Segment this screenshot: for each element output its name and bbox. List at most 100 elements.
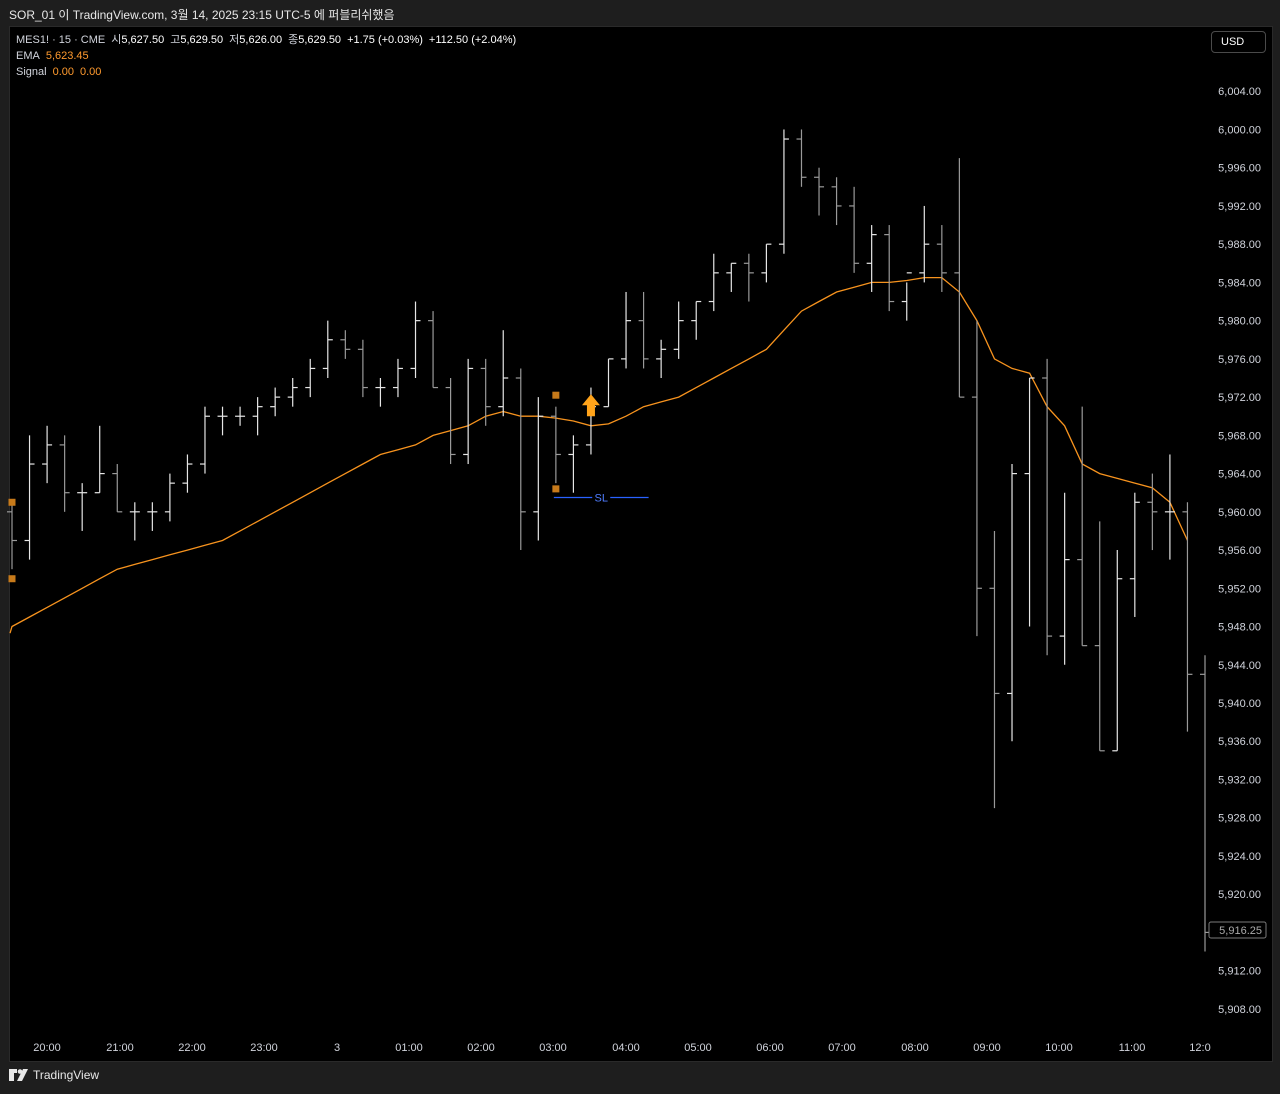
y-tick-label: 6,000.00 xyxy=(1218,124,1261,136)
symbol-label[interactable]: MES1! · 15 · CME xyxy=(16,34,106,46)
ohlc-bar xyxy=(1007,464,1018,742)
ohlc-bar xyxy=(480,358,491,426)
arrow-up-icon xyxy=(581,394,600,417)
ohlc-bar xyxy=(1112,550,1123,752)
y-tick-label: 5,984.00 xyxy=(1218,277,1261,289)
y-tick-label: 5,956.00 xyxy=(1218,545,1261,557)
ohlc-bar xyxy=(217,406,228,436)
x-tick-label: 10:00 xyxy=(1045,1042,1073,1054)
x-tick-label: 21:00 xyxy=(106,1042,134,1054)
ohlc-bar xyxy=(305,358,316,398)
x-tick-label: 07:00 xyxy=(828,1042,856,1054)
ohlc-bar xyxy=(1059,492,1070,665)
ohlc-bar xyxy=(533,397,544,541)
ohlc-bar xyxy=(1182,502,1193,732)
signal-label[interactable]: Signal xyxy=(16,66,47,78)
ohlc-bar xyxy=(94,425,105,494)
low-label: 저 xyxy=(229,34,240,46)
x-tick-label: 08:00 xyxy=(901,1042,929,1054)
ohlc-bar xyxy=(638,291,649,369)
y-tick-label: 5,988.00 xyxy=(1218,239,1261,251)
tradingview-logo-icon xyxy=(9,1069,28,1081)
change-value: +1.75 (+0.03%) xyxy=(347,34,423,46)
ohlc-bar xyxy=(322,320,333,378)
x-tick-label: 11:00 xyxy=(1119,1042,1146,1054)
ohlc-bar xyxy=(445,378,456,465)
close-label: 종 xyxy=(288,34,299,46)
y-tick-label: 5,996.00 xyxy=(1218,163,1261,175)
ohlc-bar xyxy=(831,177,842,226)
brand-label: TradingView xyxy=(33,1068,100,1082)
x-tick-label: 02:00 xyxy=(467,1042,495,1054)
ohlc-bar xyxy=(673,301,684,359)
currency-button[interactable]: USD xyxy=(1211,31,1266,53)
ohlc-bar xyxy=(1024,377,1035,627)
ohlc-bar xyxy=(568,435,579,493)
y-tick-label: 5,936.00 xyxy=(1218,736,1261,748)
open-label: 시 xyxy=(111,34,122,46)
ohlc-bar xyxy=(814,167,825,216)
ohlc-bar xyxy=(270,387,281,417)
ohlc-bar xyxy=(59,435,70,512)
ohlc-bar xyxy=(252,397,263,436)
sl-label: SL xyxy=(594,492,607,504)
ohlc-bar xyxy=(515,368,526,551)
ohlc-bar xyxy=(761,243,772,283)
ema-label[interactable]: EMA xyxy=(16,50,40,62)
high-value: 5,629.50 xyxy=(180,34,224,46)
ohlc-bar xyxy=(112,464,123,513)
ohlc-bar xyxy=(708,253,719,312)
ohlc-bar xyxy=(901,272,912,321)
last-price-box xyxy=(1208,921,1267,939)
ohlc-bar xyxy=(1077,406,1088,647)
footer-brand[interactable]: TradingView xyxy=(9,1068,99,1082)
x-tick-label: 23:00 xyxy=(250,1042,278,1054)
ohlc-bar xyxy=(1094,521,1105,752)
ohlc-bar xyxy=(1164,454,1175,560)
x-tick-label: 03:00 xyxy=(539,1042,567,1054)
publish-title: SOR_01 이 TradingView.com, 3월 14, 2025 23… xyxy=(9,8,395,22)
x-tick-label: 06:00 xyxy=(756,1042,784,1054)
ohlc-bar xyxy=(235,406,246,426)
signal-marker xyxy=(552,391,560,399)
x-tick-label: 09:00 xyxy=(973,1042,1001,1054)
ohlc-bar xyxy=(199,406,210,474)
high-label: 고 xyxy=(170,34,181,46)
ohlc-bar xyxy=(42,425,53,484)
ohlc-bar xyxy=(498,330,509,417)
y-tick-label: 5,992.00 xyxy=(1218,201,1261,213)
ohlc-bar xyxy=(603,358,614,408)
ohlc-bar xyxy=(375,378,386,407)
signal-marker xyxy=(8,575,16,583)
ohlc-bar xyxy=(550,406,561,484)
y-tick-label: 5,976.00 xyxy=(1218,354,1261,366)
ohlc-bar xyxy=(936,225,947,292)
y-tick-label: 5,920.00 xyxy=(1218,889,1261,901)
ohlc-bar xyxy=(1147,473,1158,551)
ohlc-bar xyxy=(919,205,930,283)
ohlc-bar xyxy=(743,253,754,302)
ohlc-bar xyxy=(410,301,421,378)
ohlc-bar xyxy=(129,502,140,541)
sl-label-bg xyxy=(592,490,611,504)
x-tick-label: 20:00 xyxy=(33,1042,61,1054)
chart-panel[interactable] xyxy=(9,26,1273,1062)
ohlc-bar xyxy=(866,225,877,292)
ohlc-bar xyxy=(989,530,1000,809)
ohlc-bar xyxy=(24,435,35,560)
y-tick-label: 5,932.00 xyxy=(1218,774,1261,786)
y-tick-label: 5,960.00 xyxy=(1218,507,1261,519)
ohlc-bar xyxy=(726,262,737,292)
y-tick-label: 5,908.00 xyxy=(1218,1004,1261,1016)
ohlc-bar xyxy=(971,320,982,637)
low-value: 5,626.00 xyxy=(239,34,283,46)
ohlc-bar xyxy=(778,129,789,254)
x-tick-label: 12:0 xyxy=(1189,1042,1210,1054)
ohlc-bar xyxy=(463,358,474,465)
ohlc-bar xyxy=(1200,655,1210,952)
ohlc-bar xyxy=(340,330,351,359)
x-tick-label: 01:00 xyxy=(395,1042,423,1054)
ohlc-bar xyxy=(77,483,88,531)
ohlc-bar xyxy=(691,300,702,340)
